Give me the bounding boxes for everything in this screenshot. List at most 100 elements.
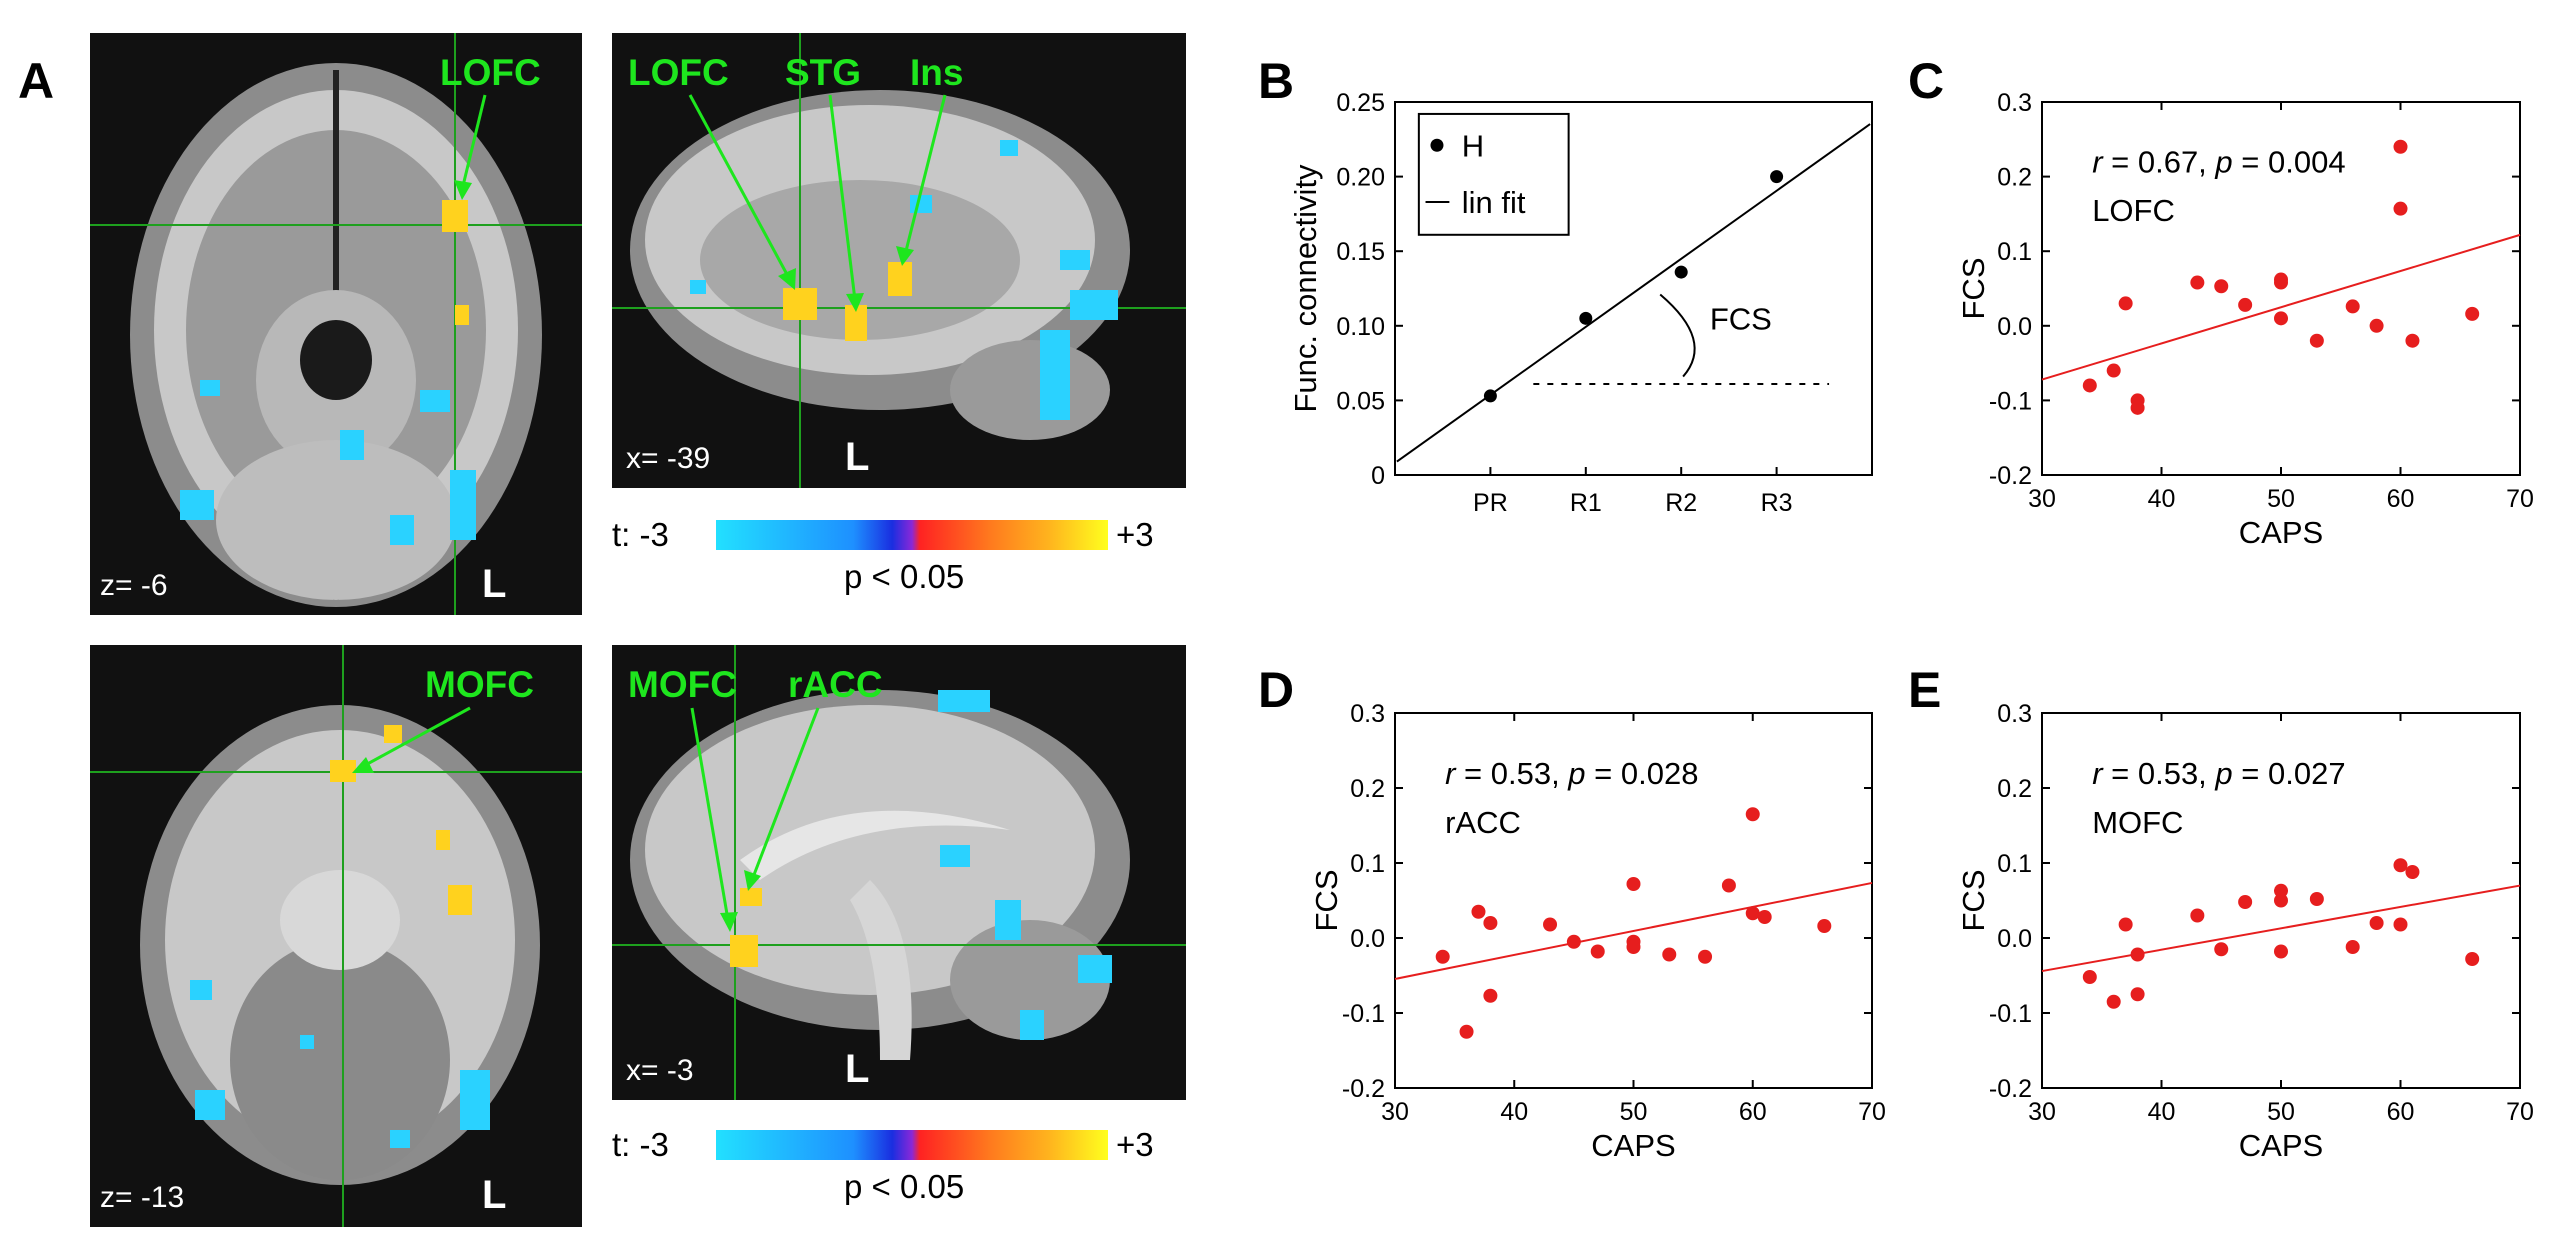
b-y-axis-label: Func. connectivity	[1288, 164, 1323, 413]
colorbar-threshold-2: p < 0.05	[844, 1168, 964, 1205]
e-y-tick-label: 0.2	[1997, 775, 2032, 803]
c-data-point	[2393, 201, 2408, 216]
arrow-lofc-2	[688, 94, 792, 281]
region-label-stg: STG	[785, 52, 861, 93]
d-data-point	[1483, 916, 1498, 930]
e-stats-r-value: = 0.53,	[2103, 756, 2216, 791]
e-data-point	[2118, 917, 2133, 932]
c-y-tick-label: 0.1	[1997, 238, 2032, 266]
d-y-tick-label: -0.1	[1342, 1000, 1385, 1028]
d-x-tick-label: 30	[1381, 1098, 1409, 1126]
chart-d-racc-scatter: FCS CAPS -0.2-0.10.00.10.20.330 40 50 60 70 …	[1309, 700, 1886, 1163]
e-y-axis-label: FCS	[1956, 870, 1991, 932]
b-legend-lin-fit: lin fit	[1462, 185, 1526, 220]
orientation-l-axial1: L	[482, 562, 506, 606]
c-stats-r: r	[2092, 145, 2104, 180]
e-data-point	[2082, 970, 2097, 984]
e-stats-p-value: = 0.027	[2233, 756, 2346, 791]
c-y-tick-label: 0.0	[1997, 313, 2032, 341]
c-x-tick-label: 70	[2506, 485, 2534, 513]
e-data-point	[2130, 987, 2145, 1002]
colorbar-left-label-1: t: -3	[612, 516, 669, 553]
panel-label-c: C	[1908, 53, 1944, 109]
c-x-tick-label: 40	[2148, 485, 2176, 513]
panel-label-e: E	[1908, 662, 1941, 718]
b-fcs-annotation: FCS	[1710, 301, 1772, 336]
d-axes-frame	[1394, 712, 1873, 1089]
b-data-point	[1579, 311, 1593, 325]
b-fit-line	[1396, 123, 1871, 463]
b-y-tick-label: 0.05	[1336, 387, 1385, 415]
c-y-tick-label: 0.3	[1997, 89, 2032, 117]
c-y-axis-label: FCS	[1956, 258, 1991, 320]
e-stats-text: r = 0.53, p = 0.027	[2092, 756, 2345, 791]
c-data-point	[2369, 318, 2384, 333]
d-y-tick-label: 0.0	[1350, 925, 1385, 953]
d-data-point	[1543, 917, 1558, 932]
coord-label-axial2: z= -13	[100, 1181, 184, 1214]
d-data-point	[1817, 919, 1832, 933]
e-x-tick-label: 50	[2267, 1098, 2295, 1126]
e-data-point	[2465, 952, 2480, 966]
e-stats-r: r	[2092, 756, 2104, 791]
b-data-point	[1674, 265, 1688, 279]
b-x-tick-label: R3	[1761, 489, 1793, 517]
c-x-tick-label: 60	[2387, 485, 2415, 513]
colorbar-right-label-2: +3	[1116, 1126, 1154, 1163]
d-y-tick-label: 0.1	[1350, 850, 1385, 878]
d-stats-text: r = 0.53, p = 0.028	[1445, 756, 1698, 791]
b-y-tick-label: 0.25	[1336, 89, 1385, 117]
c-data-point	[2405, 333, 2420, 348]
d-stats-r-value: = 0.53,	[1455, 756, 1568, 791]
d-region-label: rACC	[1445, 805, 1521, 840]
e-y-tick-label: -0.2	[1989, 1075, 2032, 1103]
panel-label-d: D	[1258, 662, 1294, 718]
c-data-point	[2309, 333, 2324, 348]
d-data-point	[1626, 940, 1641, 954]
b-legend-box	[1417, 112, 1570, 236]
e-data-point	[2130, 947, 2145, 962]
e-y-tick-label: 0.0	[1997, 925, 2032, 953]
d-data-point	[1745, 906, 1760, 921]
e-y-tick-label: 0.1	[1997, 850, 2032, 878]
b-axes-frame	[1394, 101, 1873, 476]
d-data-point	[1745, 807, 1760, 822]
b-y-tick-label: 0.15	[1336, 238, 1385, 266]
d-data-point	[1459, 1024, 1474, 1039]
b-legend: H lin fit	[1462, 128, 1526, 220]
region-label-racc: rACC	[788, 664, 883, 705]
d-data-point	[1471, 904, 1486, 919]
d-stats-p: p	[1567, 756, 1585, 791]
colorbar-left-label-2: t: -3	[612, 1126, 669, 1163]
c-y-tick-label: 0.2	[1997, 164, 2032, 192]
e-fit-line	[2041, 884, 2521, 973]
c-data-point	[2082, 378, 2097, 393]
e-data-point	[2393, 858, 2408, 873]
d-y-tick-label: -0.2	[1342, 1075, 1385, 1103]
b-data-point	[1770, 170, 1784, 184]
d-stats-p-value: = 0.028	[1586, 756, 1699, 791]
c-data-point	[2214, 279, 2229, 294]
e-data-point	[2274, 883, 2288, 898]
d-y-axis-label: FCS	[1309, 870, 1344, 932]
arrow-mofc-2	[690, 707, 730, 921]
c-stats-r-value: = 0.67,	[2103, 145, 2216, 180]
b-y-tick-label: 0.20	[1336, 164, 1385, 192]
b-x-tick-label: PR	[1473, 489, 1508, 517]
c-stats-text: r = 0.67, p = 0.004	[2092, 145, 2345, 180]
arrow-ins	[903, 94, 947, 256]
c-axes-frame	[2041, 101, 2521, 476]
colorbar-threshold-1: p < 0.05	[844, 558, 964, 595]
d-data-point	[1721, 878, 1736, 893]
coord-label-axial1: z= -6	[100, 569, 168, 602]
colorbar-1	[716, 520, 1108, 550]
d-x-tick-label: 70	[1858, 1098, 1886, 1126]
e-x-tick-label: 60	[2387, 1098, 2415, 1126]
d-y-tick-label: 0.3	[1350, 700, 1385, 728]
region-label-lofc-1: LOFC	[440, 52, 541, 93]
brain-image-axial-z-6	[90, 33, 582, 615]
d-x-tick-label: 40	[1500, 1098, 1528, 1126]
arrow-racc	[750, 707, 820, 881]
d-data-point	[1698, 949, 1713, 964]
